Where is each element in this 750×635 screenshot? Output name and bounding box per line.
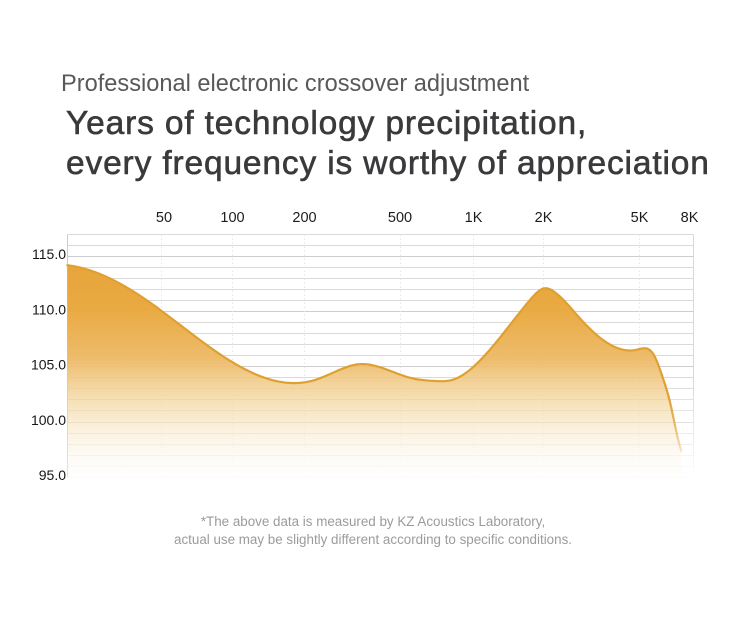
svg-text:95.0: 95.0 (39, 467, 66, 483)
svg-text:5K: 5K (631, 210, 649, 226)
svg-text:50: 50 (156, 210, 172, 226)
svg-text:200: 200 (292, 210, 316, 226)
svg-text:100: 100 (220, 210, 244, 226)
svg-text:105.0: 105.0 (31, 357, 66, 373)
svg-text:115.0: 115.0 (32, 246, 66, 262)
svg-text:1K: 1K (465, 210, 483, 226)
svg-text:100.0: 100.0 (31, 412, 66, 428)
svg-text:110.0: 110.0 (32, 301, 66, 317)
svg-text:2K: 2K (535, 210, 553, 226)
svg-text:500: 500 (388, 210, 412, 226)
svg-text:8K: 8K (681, 210, 699, 226)
